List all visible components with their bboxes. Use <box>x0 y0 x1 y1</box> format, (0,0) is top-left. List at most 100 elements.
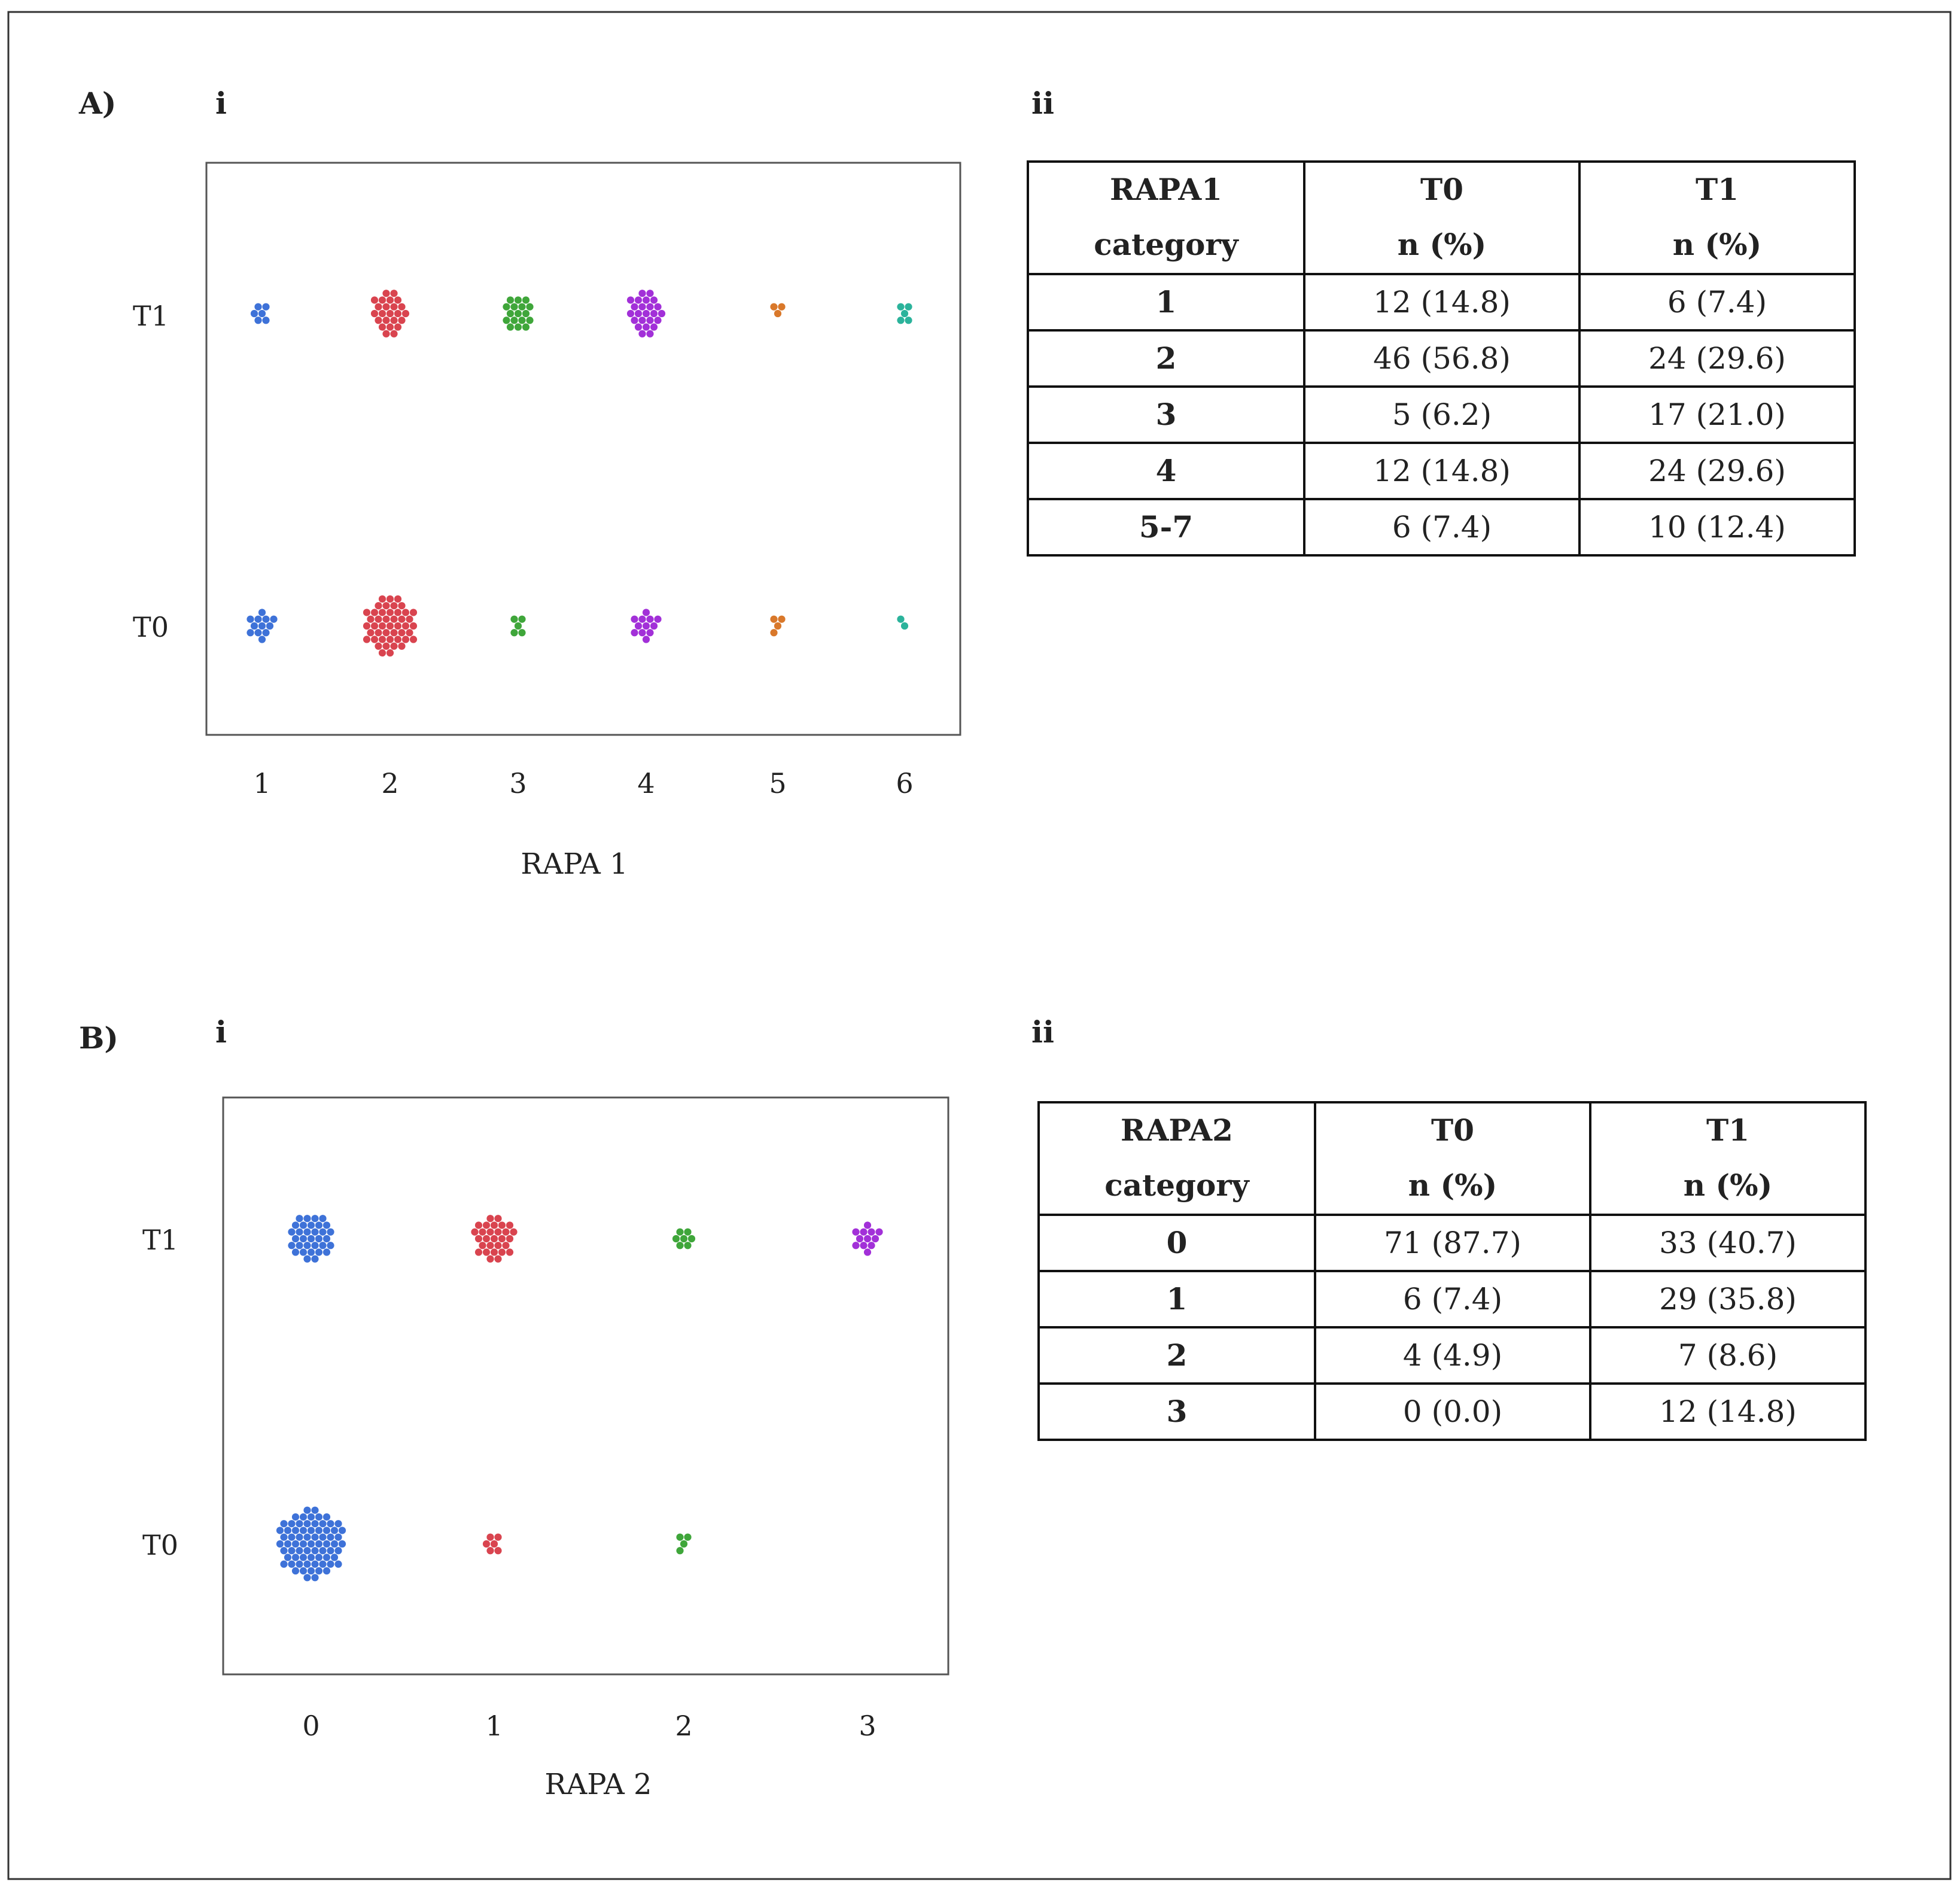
chart-a-point-T0-2 <box>409 622 418 630</box>
chart-b-point-T1-0 <box>307 1221 315 1229</box>
chart-a-point-T0-1 <box>262 629 270 637</box>
chart-a-point-T1-4 <box>634 323 643 331</box>
chart-b-point-T1-3 <box>868 1228 875 1236</box>
chart-b-point-T1-2 <box>684 1228 692 1236</box>
chart-b-point-T0-0 <box>334 1533 342 1541</box>
chart-b-point-T1-3 <box>875 1228 883 1236</box>
chart-b-point-T0-0 <box>307 1553 315 1561</box>
chart-a-point-T0-2 <box>390 642 398 650</box>
chart-a-point-T0-2 <box>409 609 418 616</box>
chart-b-point-T1-3 <box>860 1242 868 1249</box>
chart-a-point-T1-2 <box>394 309 402 318</box>
table-a-border <box>1027 160 1856 557</box>
chart-b-point-T0-0 <box>334 1520 342 1528</box>
chart-b-point-T1-1 <box>486 1228 494 1236</box>
chart-a-point-T0-2 <box>370 636 379 643</box>
chart-a-point-T1-5 <box>778 303 786 311</box>
chart-a-point-T1-4 <box>654 303 662 311</box>
chart-a-point-T0-2 <box>394 636 402 643</box>
table-a-header-1: n (%) <box>1398 227 1487 262</box>
chart-b-point-T1-0 <box>296 1242 303 1249</box>
table-b-header-0: category <box>1104 1168 1250 1203</box>
chart-b-point-T0-0 <box>303 1520 311 1528</box>
chart-a-point-T0-2 <box>370 609 379 616</box>
chart-a-point-T0-2 <box>375 615 382 623</box>
table-b-cell: 6 (7.4) <box>1403 1282 1502 1317</box>
chart-b-point-T1-1 <box>482 1248 491 1256</box>
chart-b-point-T1-1 <box>482 1221 491 1229</box>
table-a-cell: 1 <box>1156 284 1177 320</box>
chart-a-point-T1-2 <box>398 303 406 311</box>
chart-b-rapa2-swarm: 0 1 2 3 T0 T1 <box>142 1215 883 1742</box>
chart-b-point-T1-0 <box>327 1228 334 1236</box>
chart-b-point-T1-1 <box>486 1215 494 1223</box>
panel-b-ii-label: ii <box>1031 1014 1054 1050</box>
chart-a-point-T0-1 <box>266 622 274 630</box>
chart-b-point-T1-0 <box>311 1228 319 1236</box>
table-a-cell: 17 (21.0) <box>1648 397 1786 432</box>
chart-b-point-T0-0 <box>307 1513 315 1521</box>
chart-b-point-T0-1 <box>482 1540 491 1548</box>
chart-a-point-T1-4 <box>642 323 650 331</box>
chart-a-point-T0-6 <box>900 622 909 630</box>
chart-b-point-T0-0 <box>334 1560 342 1568</box>
chart-b-point-T0-0 <box>299 1567 308 1575</box>
chart-a-point-T1-4 <box>638 303 646 311</box>
chart-a-point-T0-2 <box>378 609 386 616</box>
chart-b-point-T1-1 <box>494 1242 502 1249</box>
chart-a-point-T0-2 <box>386 622 394 630</box>
chart-a-point-T0-2 <box>409 636 418 643</box>
chart-a-x-tick-4: 4 <box>637 767 655 799</box>
chart-a-point-T1-2 <box>382 290 390 297</box>
chart-a-point-T1-2 <box>401 309 410 318</box>
chart-b-point-T1-0 <box>322 1221 331 1229</box>
chart-b-point-T0-0 <box>319 1547 327 1555</box>
chart-b-point-T0-0 <box>330 1553 339 1561</box>
chart-a-point-T0-2 <box>386 609 394 616</box>
table-b-cell: 4 (4.9) <box>1403 1338 1502 1373</box>
chart-a-point-T1-3 <box>514 323 522 331</box>
chart-a-point-T1-2 <box>370 309 379 318</box>
chart-b-point-T0-1 <box>490 1540 498 1548</box>
chart-a-point-T1-4 <box>642 296 650 304</box>
chart-a-point-T1-4 <box>650 323 658 331</box>
chart-a-point-T0-2 <box>378 595 386 603</box>
chart-b-point-T0-0 <box>327 1560 334 1568</box>
table-a-cell: 6 (7.4) <box>1392 510 1492 545</box>
chart-b-point-T0-2 <box>676 1547 684 1555</box>
chart-a-point-T0-2 <box>386 649 394 657</box>
chart-a-point-T1-4 <box>638 330 646 338</box>
chart-b-point-T1-1 <box>510 1228 518 1236</box>
chart-a-point-T0-2 <box>382 615 390 623</box>
chart-a-point-T0-2 <box>401 636 410 643</box>
chart-b-x-tick-3: 3 <box>859 1710 876 1742</box>
chart-b-point-T0-0 <box>303 1533 311 1541</box>
chart-b-point-T1-3 <box>856 1235 864 1243</box>
panel-b-label: B) <box>79 1020 118 1056</box>
panel-a-ii-label: ii <box>1031 86 1054 121</box>
chart-b-point-T1-1 <box>494 1215 502 1223</box>
chart-a-point-T0-2 <box>386 636 394 643</box>
chart-a-point-T1-4 <box>638 290 646 297</box>
chart-b-point-T0-0 <box>284 1553 292 1561</box>
chart-b-point-T0-0 <box>291 1513 300 1521</box>
chart-a-point-T0-1 <box>258 622 266 630</box>
chart-b-point-T1-1 <box>506 1248 514 1256</box>
chart-b-point-T0-0 <box>288 1560 296 1568</box>
table-rapa2: RAPA2 category T0 n (%) T1 n (%) 0 71 (87.7) 33 … <box>1037 1101 1867 1441</box>
chart-b-point-T0-0 <box>303 1506 311 1514</box>
chart-b-point-T1-2 <box>676 1242 684 1249</box>
chart-b-point-T0-0 <box>322 1527 331 1534</box>
chart-b-point-T1-0 <box>303 1228 311 1236</box>
chart-a-point-T1-6 <box>897 303 905 311</box>
chart-a-point-T0-2 <box>378 649 386 657</box>
chart-a-point-T1-4 <box>626 309 635 318</box>
chart-b-point-T1-2 <box>687 1235 696 1243</box>
chart-a-point-T1-4 <box>634 296 643 304</box>
table-b-cell: 33 (40.7) <box>1659 1226 1797 1260</box>
table-rapa1: RAPA1 category T0 n (%) T1 n (%) 1 12 (14.8) 6 (… <box>1027 160 1856 557</box>
chart-a-point-T1-1 <box>258 309 266 318</box>
chart-a-point-T1-5 <box>774 309 782 318</box>
chart-b-point-T0-0 <box>276 1527 284 1534</box>
